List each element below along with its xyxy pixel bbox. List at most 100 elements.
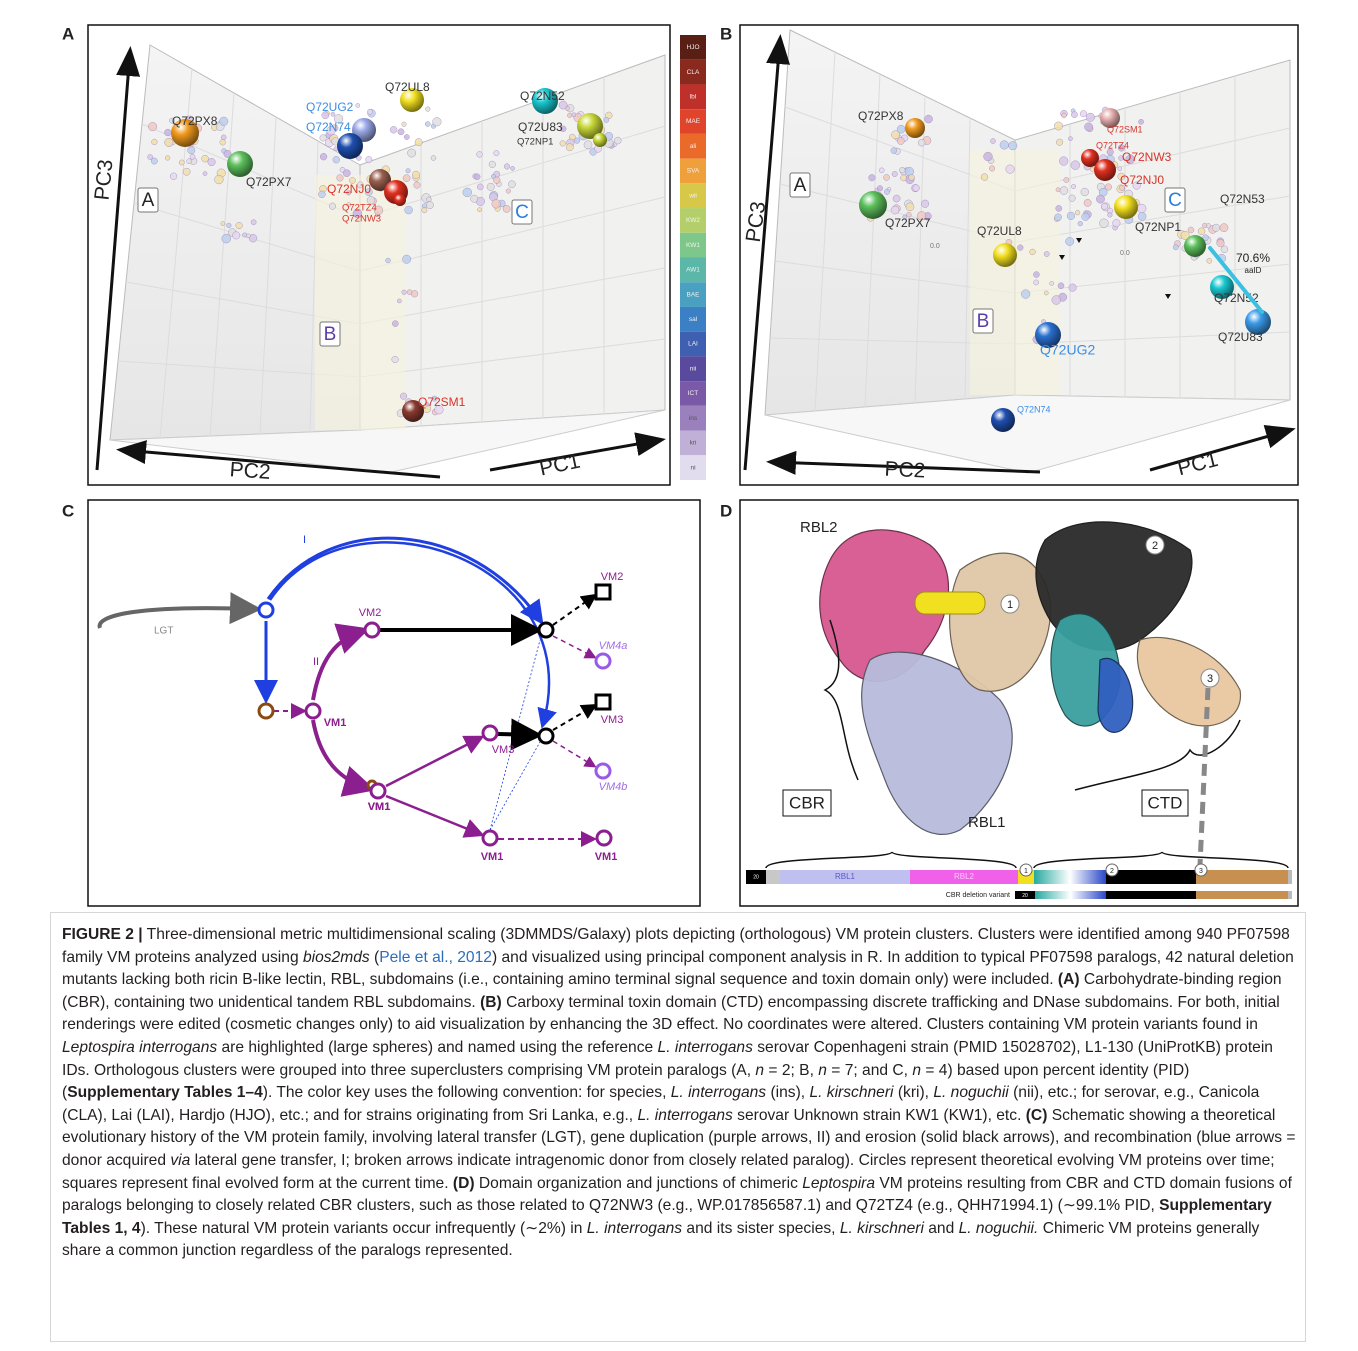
arrow bbox=[266, 536, 544, 625]
data-bubble bbox=[1043, 251, 1050, 257]
data-bubble bbox=[1187, 226, 1195, 234]
data-bubble bbox=[878, 167, 885, 174]
protein-label: Q72NP1 bbox=[1135, 220, 1181, 234]
data-bubble bbox=[559, 140, 566, 147]
caption-run: (ins), bbox=[766, 1084, 810, 1102]
arrow bbox=[268, 541, 557, 729]
caption-run: FIGURE 2 | bbox=[62, 926, 143, 943]
data-bubble bbox=[897, 137, 905, 145]
data-bubble bbox=[1008, 141, 1018, 151]
data-bubble bbox=[1070, 160, 1081, 170]
axis-arrow bbox=[1149, 425, 1296, 472]
data-bubble bbox=[1054, 121, 1063, 131]
data-bubble bbox=[402, 174, 411, 182]
data-bubble bbox=[491, 199, 501, 209]
square-node bbox=[594, 583, 612, 601]
data-bubble bbox=[1137, 203, 1147, 214]
data-bubble bbox=[1066, 211, 1076, 220]
data-bubble bbox=[565, 143, 574, 152]
protein-label: Q72U83 bbox=[518, 120, 563, 134]
node bbox=[595, 829, 613, 847]
dotted-arrow bbox=[489, 741, 541, 831]
axis-label: PC3 bbox=[90, 158, 117, 201]
data-bubble bbox=[1071, 184, 1077, 190]
panel-letter: D bbox=[720, 501, 732, 520]
protein-label: Q72PX8 bbox=[172, 114, 218, 128]
data-bubble bbox=[493, 176, 501, 184]
data-bubble bbox=[164, 137, 174, 147]
data-bubble bbox=[1029, 248, 1036, 256]
data-bubble bbox=[1212, 223, 1221, 232]
caption-run: Carboxy terminal toxin domain (CTD) enco… bbox=[62, 993, 1280, 1034]
data-bubble bbox=[1080, 187, 1089, 197]
color-key-swatch bbox=[680, 133, 706, 159]
data-bubble bbox=[1085, 112, 1095, 122]
node-label: VM2 bbox=[359, 607, 382, 619]
data-bubble bbox=[424, 402, 430, 407]
node-label: VM4b bbox=[599, 781, 628, 793]
grid-line bbox=[209, 92, 235, 437]
caption-run: serovar Unknown strain KW1 (KW1), etc. bbox=[732, 1106, 1026, 1124]
axis-arrow bbox=[95, 46, 141, 471]
caption-run: = 4) based upon percent identity (PID) ( bbox=[62, 1061, 1190, 1102]
data-bubble bbox=[402, 254, 412, 264]
caption-run: L. kirschneri bbox=[839, 1219, 924, 1237]
data-bubble bbox=[169, 172, 178, 180]
identity-unit: aaID bbox=[1245, 266, 1262, 275]
data-bubble bbox=[400, 392, 408, 400]
caption-run: L. interrogans bbox=[586, 1219, 683, 1237]
protein-label: Q72SM1 bbox=[418, 395, 466, 409]
cbr-box bbox=[782, 789, 832, 817]
data-bubble bbox=[220, 134, 227, 141]
supercluster-box bbox=[972, 308, 994, 334]
data-bubble bbox=[1112, 219, 1121, 228]
data-bubble bbox=[917, 211, 927, 221]
data-bubble bbox=[202, 171, 208, 176]
data-bubble bbox=[924, 114, 933, 124]
color-key-swatch bbox=[680, 282, 706, 307]
data-bubble bbox=[1100, 202, 1108, 210]
caption-run: lateral gene transfer, I; broken arrows … bbox=[62, 1151, 1275, 1192]
sphere bbox=[1100, 108, 1120, 128]
bar-junction-label: 2 bbox=[1110, 868, 1114, 875]
sphere bbox=[1081, 149, 1099, 167]
data-bubble bbox=[1219, 223, 1229, 233]
data-bubble bbox=[1017, 244, 1024, 251]
data-bubble bbox=[426, 196, 432, 203]
data-bubble bbox=[502, 204, 511, 213]
deletion-end bbox=[1288, 891, 1292, 899]
data-bubble bbox=[1068, 283, 1077, 292]
data-bubble bbox=[434, 405, 444, 415]
data-bubble bbox=[319, 134, 327, 142]
bar-brace bbox=[1033, 849, 1289, 869]
grid-line bbox=[1014, 331, 1291, 345]
arrow bbox=[497, 718, 543, 751]
data-bubble bbox=[613, 136, 622, 145]
node-label: VM2 bbox=[601, 571, 624, 583]
data-bubble bbox=[488, 160, 496, 168]
color-key-swatch bbox=[680, 84, 706, 110]
data-bubble bbox=[403, 134, 410, 140]
data-bubble bbox=[148, 122, 158, 132]
sphere bbox=[577, 113, 603, 139]
data-bubble bbox=[352, 208, 363, 219]
node-label: VM1 bbox=[481, 851, 504, 863]
sphere bbox=[171, 119, 199, 147]
data-bubble bbox=[1081, 212, 1090, 221]
data-bubble bbox=[201, 154, 209, 163]
caption-run: n bbox=[755, 1061, 765, 1079]
data-bubble bbox=[373, 205, 384, 215]
axis-arrow bbox=[766, 450, 1041, 475]
data-bubble bbox=[1055, 205, 1063, 212]
arrow bbox=[311, 719, 376, 797]
color-key-swatch bbox=[680, 208, 706, 233]
teal-segment bbox=[1034, 870, 1106, 884]
data-bubble bbox=[876, 185, 883, 192]
data-bubble bbox=[891, 170, 898, 177]
data-bubble bbox=[1202, 234, 1209, 242]
node-label: VM3 bbox=[492, 744, 515, 756]
color-key-swatch bbox=[680, 455, 706, 480]
sphere bbox=[593, 133, 607, 147]
sphere bbox=[1035, 322, 1061, 348]
rbl2-domain bbox=[819, 529, 950, 682]
